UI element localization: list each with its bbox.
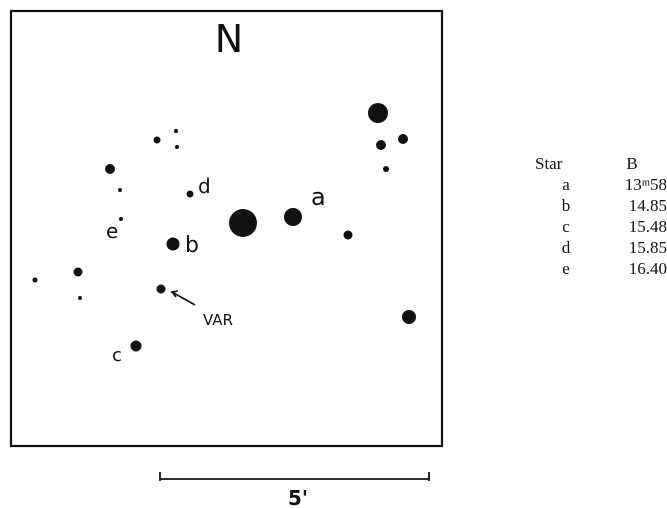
cell-mag: 14.85 xyxy=(628,196,667,215)
star-bright-ne xyxy=(368,103,388,123)
cell-star: a xyxy=(562,175,570,194)
header-b: B xyxy=(626,154,638,173)
label-d: d xyxy=(198,174,211,198)
star-target-bright xyxy=(229,209,257,237)
star xyxy=(402,310,416,324)
star xyxy=(105,164,115,174)
star xyxy=(343,230,353,240)
cell-mag: 16.40 xyxy=(628,259,667,278)
cell-star: e xyxy=(562,259,570,278)
header-star: Star xyxy=(535,154,563,173)
star-e xyxy=(119,217,123,221)
star xyxy=(78,296,82,300)
chart-frame xyxy=(9,9,444,448)
star xyxy=(398,134,408,144)
label-e: e xyxy=(106,219,118,243)
label-a: a xyxy=(311,183,326,211)
table-row: c 15.48 xyxy=(535,216,667,237)
star xyxy=(383,166,389,172)
label-c: c xyxy=(112,345,122,366)
star xyxy=(32,277,38,283)
table-row: a 13ᵐ58 xyxy=(535,174,667,195)
cell-mag: 15.48 xyxy=(628,217,667,236)
north-label: N xyxy=(215,17,243,61)
star xyxy=(118,188,122,192)
star-variable xyxy=(156,284,166,294)
cell-mag: 15.85 xyxy=(628,238,667,257)
star xyxy=(153,136,161,144)
variable-arrow xyxy=(170,290,196,306)
star xyxy=(73,267,83,277)
star xyxy=(174,129,178,133)
stars xyxy=(32,103,416,352)
comparison-table: Star B a 13ᵐ58 b 14.85 c 15.48 d 15.85 e… xyxy=(535,153,667,279)
star-a xyxy=(284,208,302,226)
table-header: Star B xyxy=(535,153,667,174)
var-label: VAR xyxy=(203,311,233,329)
cell-star: d xyxy=(561,238,571,257)
star-d xyxy=(186,190,194,198)
table-row: b 14.85 xyxy=(535,195,667,216)
scale-bar xyxy=(159,472,430,481)
star-b xyxy=(166,237,180,251)
star-c xyxy=(130,340,142,352)
label-b: b xyxy=(185,233,199,258)
table-row: d 15.85 xyxy=(535,237,667,258)
star xyxy=(175,145,179,149)
table-row: e 16.40 xyxy=(535,258,667,279)
cell-mag: 13ᵐ58 xyxy=(624,175,667,194)
cell-star: c xyxy=(562,217,570,236)
star xyxy=(376,140,386,150)
cell-star: b xyxy=(561,196,571,215)
scale-label: 5' xyxy=(288,486,308,508)
